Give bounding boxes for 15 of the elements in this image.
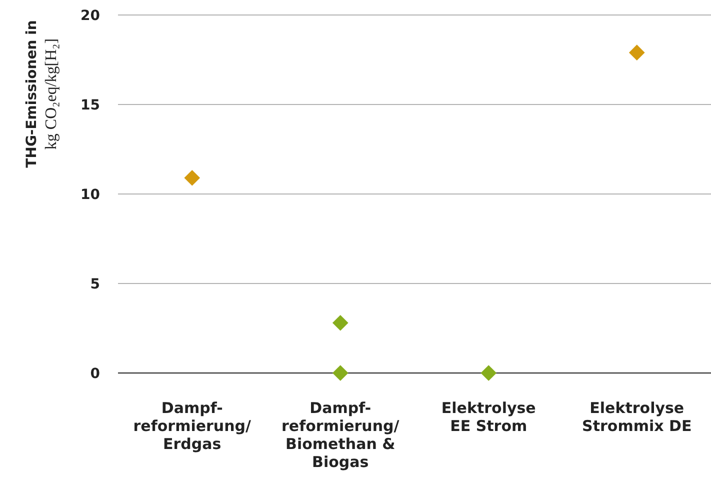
x-tick-label: Dampf- reformierung/ Erdgas [133, 399, 252, 453]
y-tick-label: 10 [80, 186, 100, 203]
point [480, 365, 497, 381]
x-tick-label: Elektrolyse EE Strom [441, 399, 536, 435]
y-tick-label: 0 [90, 366, 100, 382]
y-tick-label: 15 [80, 97, 100, 114]
point [332, 314, 348, 331]
y-axis-title: THG-Emissionen in kg CO₂eq/kg[H₂] [24, 20, 60, 168]
point [184, 170, 200, 186]
point [628, 44, 645, 61]
y-tick-label: 20 [80, 8, 100, 24]
x-tick-label: Dampf- reformierung/ Biomethan & Biogas [282, 399, 400, 471]
point [332, 365, 348, 381]
x-tick-label: Elektrolyse Strommix DE [582, 399, 692, 435]
y-tick-label: 5 [90, 276, 100, 292]
